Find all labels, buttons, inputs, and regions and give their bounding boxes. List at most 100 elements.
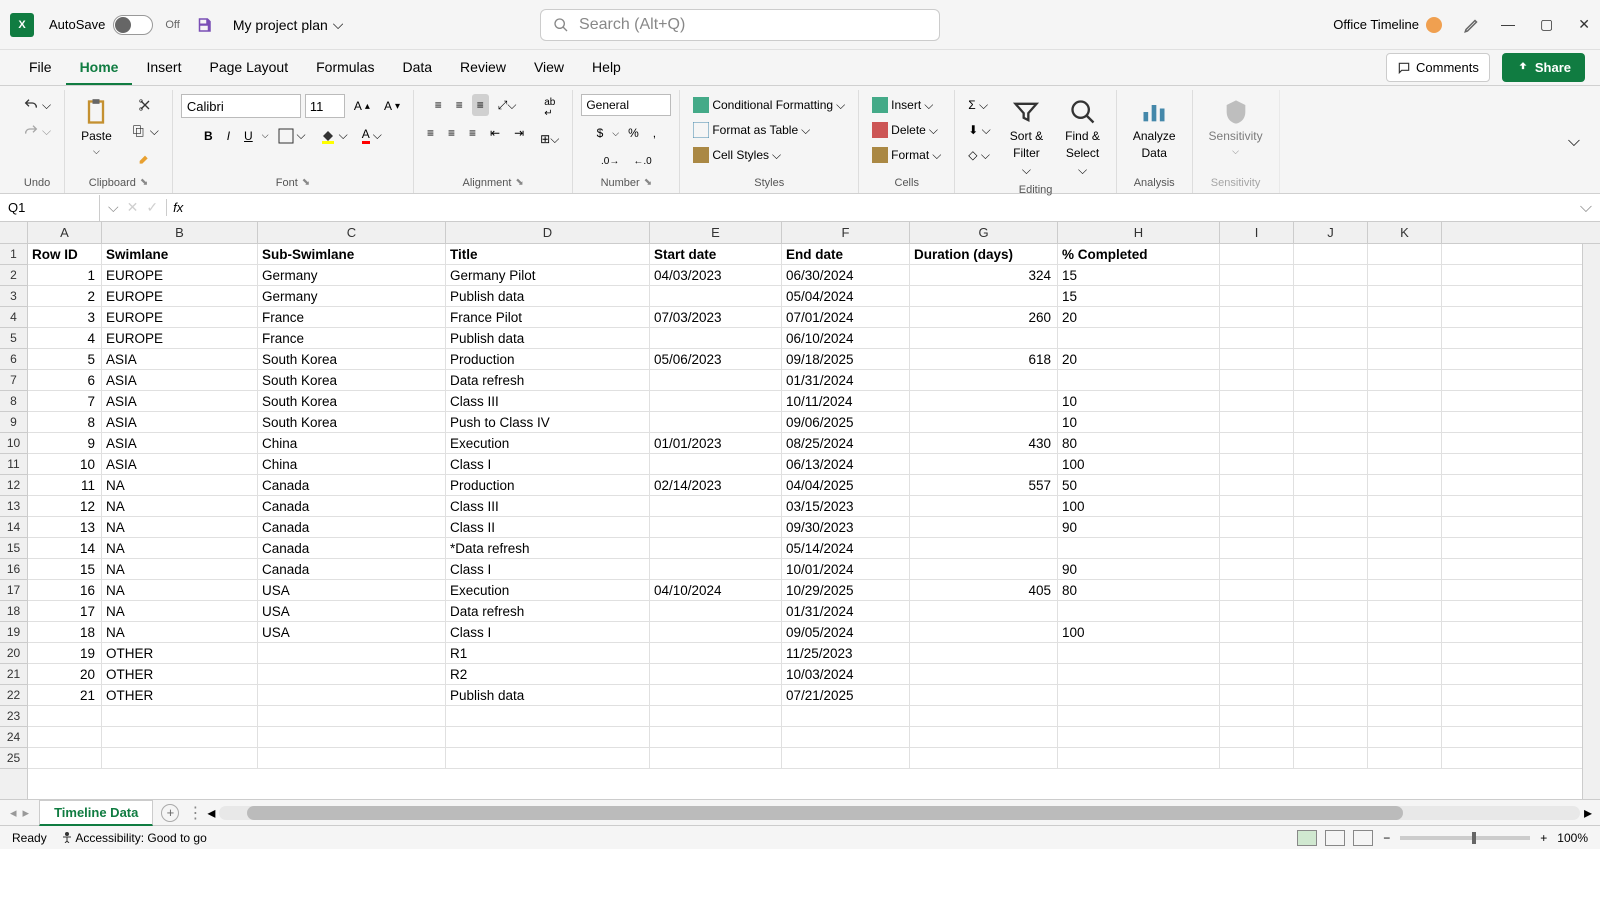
row-header[interactable]: 22 (0, 685, 27, 706)
cell[interactable] (1294, 517, 1368, 537)
cell[interactable]: Row ID (28, 244, 102, 264)
cell[interactable] (650, 727, 782, 747)
cell[interactable]: Germany Pilot (446, 265, 650, 285)
cell[interactable]: Data refresh (446, 601, 650, 621)
cell[interactable] (446, 706, 650, 726)
cell[interactable]: 557 (910, 475, 1058, 495)
cell[interactable]: 04/04/2025 (782, 475, 910, 495)
cell[interactable] (910, 559, 1058, 579)
cell[interactable] (1220, 517, 1294, 537)
cell[interactable] (1058, 601, 1220, 621)
cell[interactable] (1220, 748, 1294, 768)
row-header[interactable]: 21 (0, 664, 27, 685)
cell[interactable]: 10/03/2024 (782, 664, 910, 684)
cell[interactable]: 09/05/2024 (782, 622, 910, 642)
number-format-select[interactable] (581, 94, 671, 116)
cell[interactable]: NA (102, 475, 258, 495)
cell[interactable]: Title (446, 244, 650, 264)
column-header[interactable]: D (446, 222, 650, 243)
cell[interactable] (1294, 496, 1368, 516)
cell[interactable]: Class III (446, 391, 650, 411)
align-bottom-button[interactable]: ≡ (472, 94, 489, 116)
cell[interactable] (1220, 328, 1294, 348)
format-as-table-button[interactable]: Format as Table⌵ (688, 119, 815, 141)
cell[interactable] (1294, 307, 1368, 327)
cell[interactable] (1058, 748, 1220, 768)
cell[interactable]: NA (102, 601, 258, 621)
currency-button[interactable]: $ (592, 122, 609, 144)
row-header[interactable]: 19 (0, 622, 27, 643)
cell[interactable] (1220, 622, 1294, 642)
cell[interactable] (1220, 496, 1294, 516)
cell[interactable] (1368, 517, 1442, 537)
undo-button[interactable]: ⌵ (18, 94, 56, 116)
cell[interactable]: 11 (28, 475, 102, 495)
column-header[interactable]: E (650, 222, 782, 243)
analyze-data-button[interactable]: AnalyzeData (1125, 94, 1184, 164)
cell[interactable]: South Korea (258, 412, 446, 432)
cell[interactable] (910, 496, 1058, 516)
row-header[interactable]: 16 (0, 559, 27, 580)
cell[interactable]: 90 (1058, 559, 1220, 579)
cell[interactable]: ASIA (102, 391, 258, 411)
row-header[interactable]: 12 (0, 475, 27, 496)
cell[interactable]: 10/01/2024 (782, 559, 910, 579)
cell[interactable]: NA (102, 496, 258, 516)
cell[interactable]: France (258, 328, 446, 348)
cell[interactable] (650, 538, 782, 558)
cell[interactable] (1220, 370, 1294, 390)
cell[interactable] (1368, 265, 1442, 285)
cell[interactable]: 324 (910, 265, 1058, 285)
font-launcher-icon[interactable]: ⬊ (302, 177, 310, 189)
cell[interactable]: Start date (650, 244, 782, 264)
cell[interactable] (910, 643, 1058, 663)
cell[interactable] (650, 748, 782, 768)
cell[interactable] (1368, 475, 1442, 495)
formula-input[interactable] (189, 200, 1572, 215)
increase-font-button[interactable]: A▴ (349, 95, 375, 117)
insert-cells-button[interactable]: Insert ⌵ (867, 94, 938, 116)
sheet-tab-active[interactable]: Timeline Data (39, 800, 153, 826)
page-layout-view-button[interactable] (1325, 830, 1345, 846)
cell[interactable] (1368, 370, 1442, 390)
cell[interactable] (1220, 706, 1294, 726)
cell[interactable]: Canada (258, 559, 446, 579)
percent-button[interactable]: % (623, 122, 644, 144)
cell[interactable] (446, 727, 650, 747)
cell[interactable]: 18 (28, 622, 102, 642)
search-box[interactable]: Search (Alt+Q) (540, 9, 940, 41)
cell[interactable]: 12 (28, 496, 102, 516)
cell[interactable] (1294, 370, 1368, 390)
cell[interactable]: 05/06/2023 (650, 349, 782, 369)
cell[interactable] (910, 391, 1058, 411)
hscroll-menu-icon[interactable]: ⋮ (187, 803, 203, 823)
cell[interactable] (102, 748, 258, 768)
cell[interactable] (1220, 412, 1294, 432)
cell[interactable] (1294, 706, 1368, 726)
cell[interactable]: 15 (1058, 265, 1220, 285)
cell[interactable] (910, 454, 1058, 474)
cell[interactable]: Data refresh (446, 370, 650, 390)
hscroll-left-icon[interactable]: ◂ (207, 803, 215, 823)
cell[interactable] (1294, 538, 1368, 558)
cell[interactable] (28, 727, 102, 747)
cell[interactable] (1220, 454, 1294, 474)
cell[interactable]: NA (102, 559, 258, 579)
cell[interactable]: Production (446, 475, 650, 495)
cell[interactable]: France (258, 307, 446, 327)
cell[interactable] (1368, 748, 1442, 768)
cell[interactable]: 17 (28, 601, 102, 621)
row-header[interactable]: 23 (0, 706, 27, 727)
cell[interactable] (650, 370, 782, 390)
hscroll-right-icon[interactable]: ▸ (1584, 803, 1592, 823)
cell[interactable] (1368, 244, 1442, 264)
cell[interactable] (1294, 559, 1368, 579)
cell[interactable]: 5 (28, 349, 102, 369)
cell[interactable] (1368, 622, 1442, 642)
cell[interactable]: Swimlane (102, 244, 258, 264)
cell[interactable]: USA (258, 622, 446, 642)
comments-button[interactable]: Comments (1386, 53, 1490, 82)
cell[interactable]: 06/30/2024 (782, 265, 910, 285)
cell[interactable]: Canada (258, 496, 446, 516)
font-name-select[interactable] (181, 94, 301, 118)
